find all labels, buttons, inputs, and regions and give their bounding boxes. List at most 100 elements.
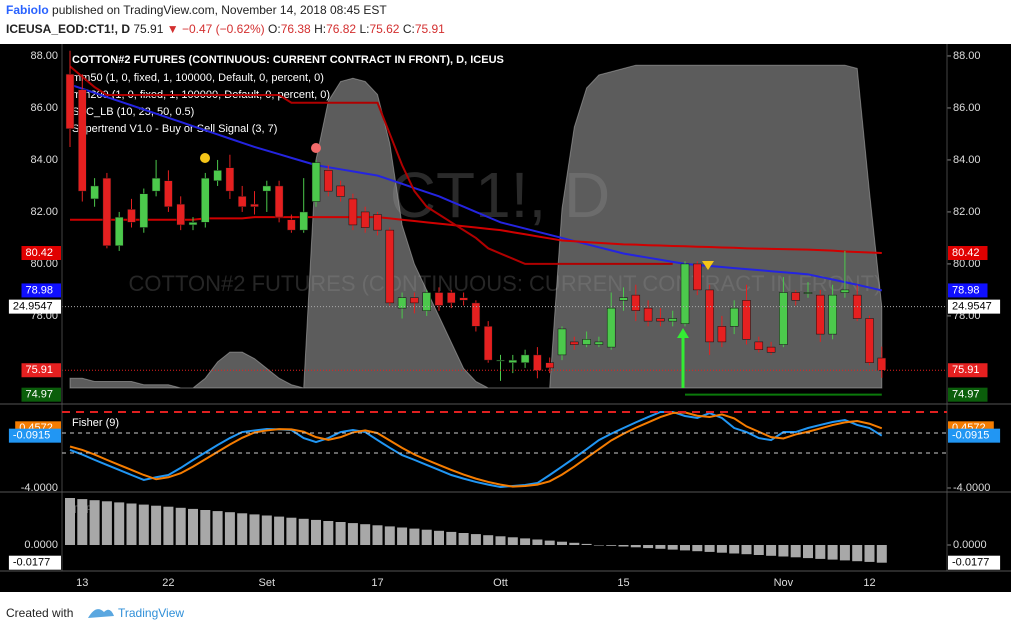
bar [716, 545, 727, 553]
candle-body [533, 354, 542, 371]
signal-triangle [702, 261, 714, 270]
signal-dot [311, 143, 321, 153]
bar [532, 539, 543, 545]
bar [261, 515, 272, 545]
value-tag [8, 299, 61, 314]
candle-body [422, 292, 431, 311]
ohlc-value: 75.91 [415, 22, 445, 36]
candle-body [606, 307, 616, 348]
bar [65, 498, 75, 545]
y-tick-label: 82.00 [953, 206, 981, 218]
series-area [69, 64, 883, 389]
candle-body [557, 328, 567, 356]
bar [101, 501, 112, 545]
change: ▼ −0.47 (−0.62%) [167, 22, 265, 36]
candle-body [754, 341, 764, 350]
pane-title: Fisher (9) [72, 417, 119, 429]
candle-body [459, 297, 468, 301]
value-tag [948, 555, 1001, 570]
bar [643, 545, 654, 549]
bar [680, 545, 690, 551]
value-tag-label: 80.42 [952, 247, 980, 259]
author[interactable]: Fabiolo [6, 3, 49, 17]
candle-body [102, 177, 112, 246]
candle-body [65, 73, 75, 129]
value-tag-label: 75.91 [952, 364, 980, 376]
candle-body [434, 292, 444, 306]
bar [864, 545, 875, 562]
bar [655, 545, 666, 549]
bar [126, 503, 137, 545]
y-tick-label: 84.00 [30, 154, 58, 166]
bar [163, 506, 174, 545]
value-tag-label: 24.9547 [952, 301, 992, 313]
bar [360, 524, 371, 545]
bar [581, 543, 592, 545]
bar [421, 529, 432, 545]
bar [77, 499, 88, 545]
y-tick-label: 84.00 [953, 154, 981, 166]
ohlc-label: C: [403, 22, 415, 36]
value-tag-label: 80.42 [26, 247, 54, 259]
bar [286, 517, 297, 545]
bar [212, 511, 223, 545]
brand[interactable]: TradingView [118, 606, 184, 620]
candle-body [631, 294, 641, 311]
bar [839, 545, 850, 561]
value-tag-label: 78.98 [26, 284, 54, 296]
candle-body [668, 318, 677, 322]
bar [692, 545, 703, 552]
candle-body [656, 318, 665, 322]
candle-body [348, 198, 358, 226]
bar [741, 545, 752, 555]
candle-body [237, 196, 247, 207]
candle-body [447, 292, 456, 304]
candle-body [385, 229, 395, 304]
bar [729, 545, 740, 554]
series-line [69, 83, 883, 292]
candle-body [791, 292, 800, 301]
bar [470, 534, 481, 545]
bar [372, 525, 383, 545]
ohlc-value: 75.62 [369, 22, 399, 36]
bar [557, 541, 567, 545]
header-line: Fabiolo published on TradingView.com, No… [6, 3, 387, 17]
x-tick-label: 22 [162, 577, 174, 589]
candle-body [410, 297, 419, 304]
candle-body [471, 302, 481, 327]
value-tag-label: -0.0915 [13, 430, 50, 442]
bar [803, 545, 813, 559]
value-tag-label: -0.0915 [952, 430, 989, 442]
bar [409, 528, 420, 545]
bar [618, 545, 629, 547]
series-line [69, 411, 883, 488]
ohlc-value: 76.82 [326, 22, 356, 36]
candle-body [508, 359, 518, 363]
bar [188, 508, 198, 545]
candle-body [803, 292, 813, 294]
value-tag [21, 246, 61, 261]
candle-body [176, 203, 185, 226]
value-tag [948, 363, 988, 378]
signal-dot [200, 153, 210, 163]
bar [114, 502, 125, 545]
bar [790, 545, 801, 558]
candle-body [705, 289, 714, 343]
bar [347, 523, 358, 545]
bar [200, 510, 211, 545]
candle-body [114, 216, 124, 246]
candle-body [127, 209, 136, 223]
last-price: 75.91 [133, 22, 163, 36]
candle-body [643, 307, 653, 322]
y-tick-label: 88.00 [953, 50, 981, 62]
published: published on TradingView.com, November 1… [52, 3, 387, 17]
value-tag-label: -0.0177 [952, 557, 989, 569]
series-line [69, 65, 673, 265]
candle-body [250, 203, 259, 207]
bar [778, 545, 789, 557]
bar [593, 545, 604, 546]
bar [569, 542, 580, 545]
candle-body [336, 185, 345, 197]
ohlc-label: L: [359, 22, 369, 36]
candle-body [742, 300, 751, 340]
